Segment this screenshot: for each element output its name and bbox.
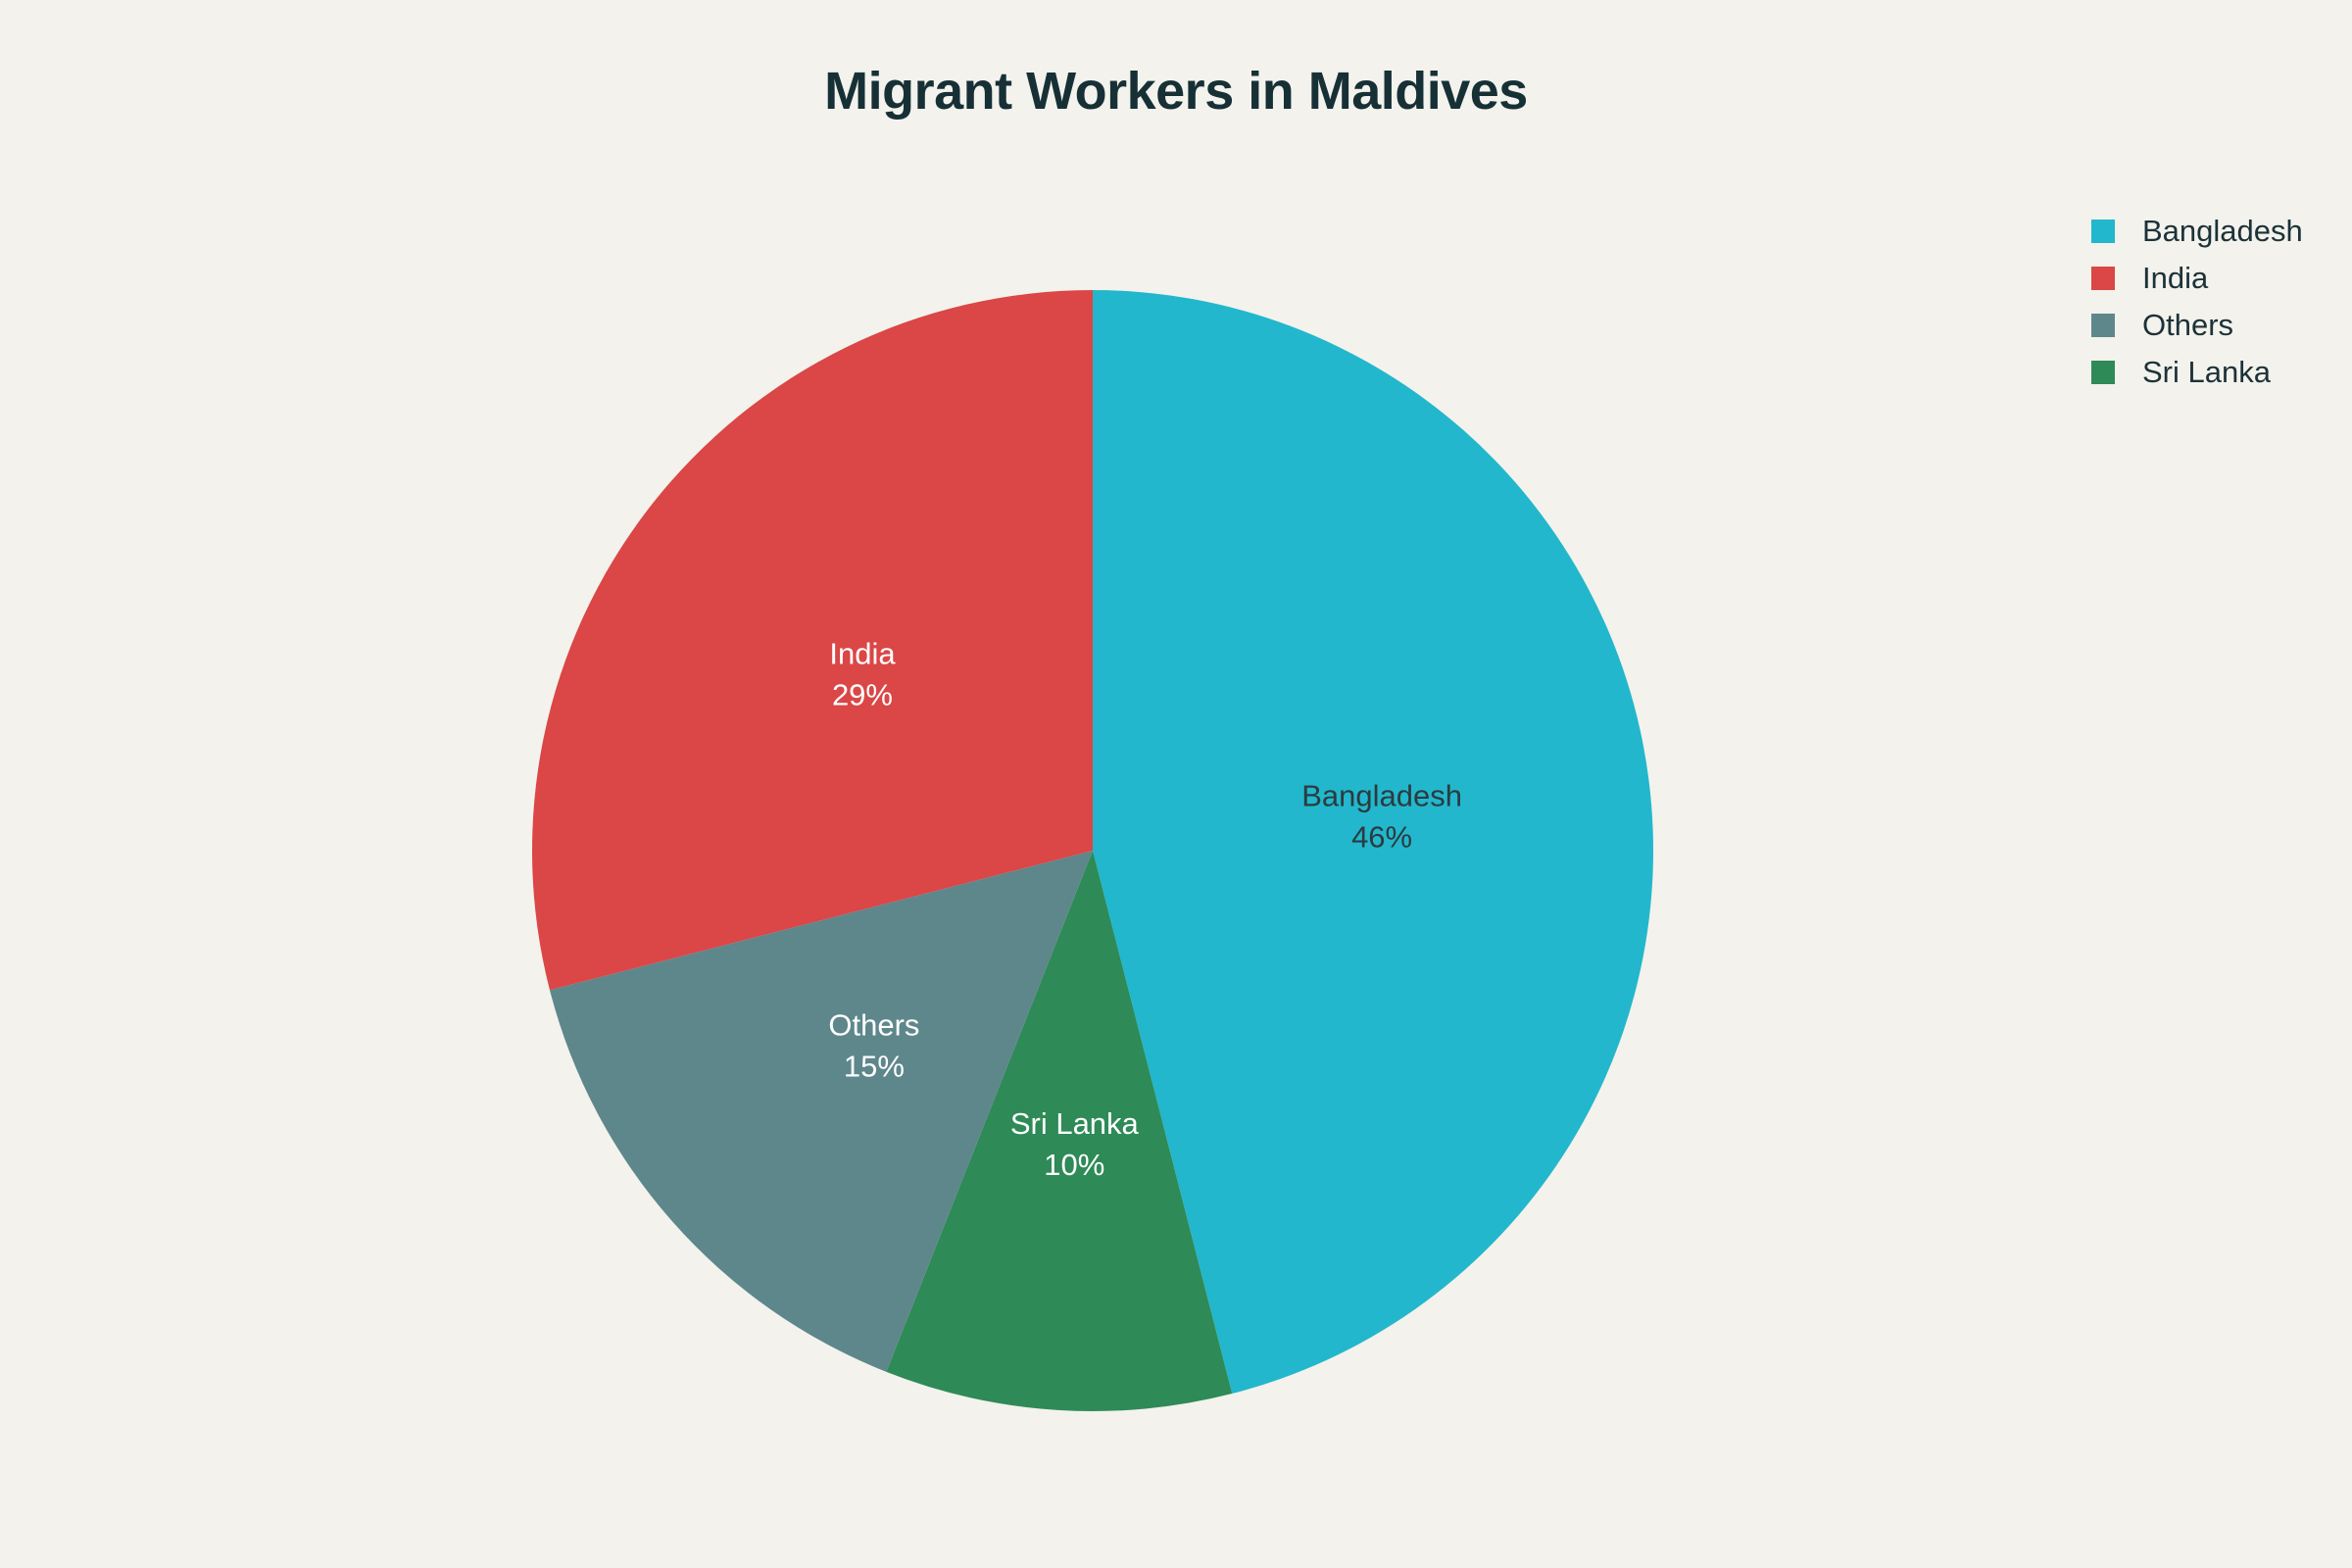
- legend-item-sri-lanka[interactable]: Sri Lanka: [2091, 349, 2303, 396]
- slice-percent-india: 29%: [832, 678, 893, 712]
- legend-swatch-sri-lanka: [2091, 361, 2115, 384]
- legend-item-bangladesh[interactable]: Bangladesh: [2091, 208, 2303, 255]
- pie-slice-sri-lanka[interactable]: [886, 851, 1233, 1411]
- pie-slice-others[interactable]: [549, 851, 1093, 1372]
- slice-label-others: Others: [828, 1008, 919, 1043]
- pie-slices: [532, 290, 1653, 1411]
- legend-item-india[interactable]: India: [2091, 255, 2303, 302]
- legend-label-others: Others: [2142, 308, 2234, 342]
- slice-label-sri-lanka: Sri Lanka: [1010, 1106, 1140, 1141]
- chart-title: Migrant Workers in Maldives: [824, 62, 1528, 121]
- legend-swatch-others: [2091, 314, 2115, 337]
- legend-label-bangladesh: Bangladesh: [2142, 214, 2303, 248]
- slice-percent-others: 15%: [844, 1050, 905, 1084]
- pie-slice-bangladesh[interactable]: [1093, 290, 1653, 1395]
- legend-label-sri-lanka: Sri Lanka: [2142, 355, 2271, 389]
- slice-label-bangladesh: Bangladesh: [1301, 779, 1462, 813]
- legend: Bangladesh India Others Sri Lanka: [2091, 208, 2303, 396]
- pie-labels: Bangladesh 46% Sri Lanka 10% Others 15% India 2…: [828, 637, 1462, 1182]
- legend-swatch-bangladesh: [2091, 220, 2115, 243]
- legend-swatch-india: [2091, 267, 2115, 290]
- slice-label-india: India: [829, 637, 896, 671]
- legend-label-india: India: [2142, 261, 2209, 295]
- pie-slice-india[interactable]: [532, 290, 1093, 991]
- legend-item-others[interactable]: Others: [2091, 302, 2303, 349]
- slice-percent-sri-lanka: 10%: [1044, 1148, 1104, 1182]
- slice-percent-bangladesh: 46%: [1351, 820, 1412, 855]
